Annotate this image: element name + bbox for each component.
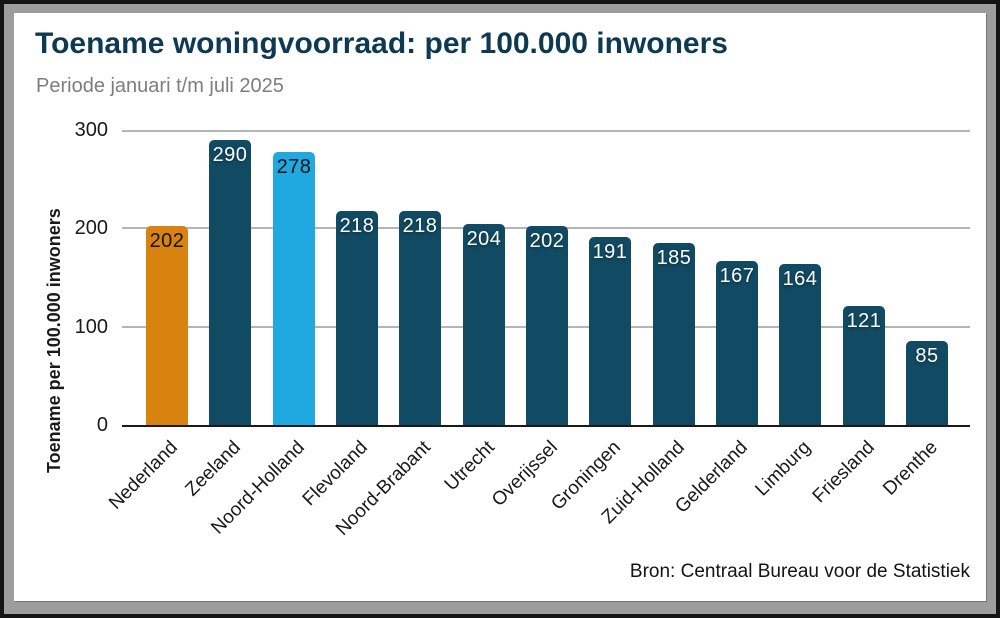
- bar-value-label-groningen: 191: [592, 241, 628, 263]
- bar-value-label-zuid-holland: 185: [656, 247, 692, 269]
- bar-value-label-utrecht: 204: [466, 228, 502, 250]
- bar-overijssel: 202: [526, 226, 568, 425]
- y-tick-label-100: 100: [74, 316, 108, 338]
- bar-value-label-zeeland: 290: [212, 144, 248, 166]
- bar-value-label-nederland: 202: [149, 230, 185, 252]
- y-tick-label-200: 200: [74, 217, 108, 239]
- bar-noord-holland: 278: [273, 152, 315, 425]
- bar-value-label-flevoland: 218: [339, 215, 375, 237]
- bar-gelderland: 167: [716, 261, 758, 425]
- bar-zeeland: 290: [209, 140, 251, 425]
- bar-flevoland: 218: [336, 211, 378, 425]
- bar-chart-plot-area: 0 100 200 300 202 Nederland 290 Zeeland 278 Noord…: [75, 119, 970, 540]
- x-axis-line: [122, 425, 970, 427]
- gridline-300: [122, 130, 970, 132]
- bar-value-label-gelderland: 167: [719, 265, 755, 287]
- bar-value-label-drenthe: 85: [915, 345, 939, 367]
- bar-value-label-limburg: 164: [782, 268, 818, 290]
- bar-limburg: 164: [779, 264, 821, 425]
- bar-value-label-overijssel: 202: [529, 230, 565, 252]
- bar-value-label-noord-holland: 278: [276, 156, 312, 178]
- bar-value-label-friesland: 121: [846, 310, 882, 332]
- bar-friesland: 121: [843, 306, 885, 425]
- bar-zuid-holland: 185: [653, 243, 695, 425]
- bar-noord-brabant: 218: [399, 211, 441, 425]
- source-credit: Bron: Centraal Bureau voor de Statistiek: [629, 561, 970, 582]
- bar-utrecht: 204: [463, 224, 505, 425]
- chart-subtitle: Periode januari t/m juli 2025: [36, 75, 284, 97]
- bar-value-label-noord-brabant: 218: [402, 215, 438, 237]
- bar-groningen: 191: [589, 237, 631, 425]
- y-tick-label-300: 300: [74, 119, 108, 141]
- bar-nederland: 202: [146, 226, 188, 425]
- bar-drenthe: 85: [906, 341, 948, 425]
- y-tick-label-0: 0: [96, 414, 108, 436]
- chart-panel: Toename woningvoorraad: per 100.000 inwo…: [14, 13, 986, 601]
- chart-title: Toename woningvoorraad: per 100.000 inwo…: [35, 27, 728, 60]
